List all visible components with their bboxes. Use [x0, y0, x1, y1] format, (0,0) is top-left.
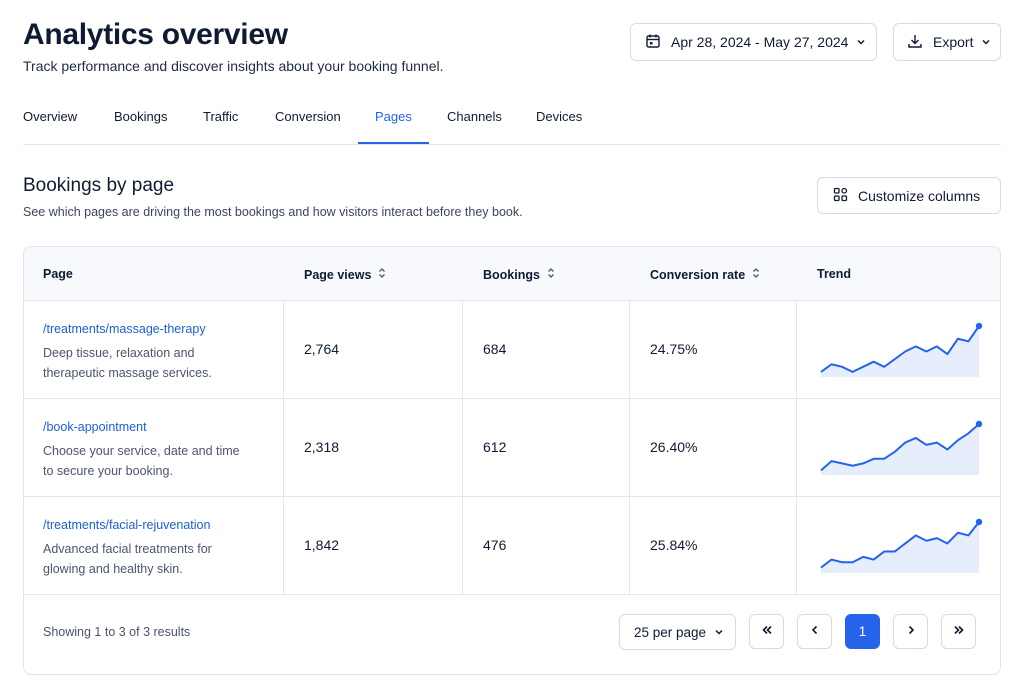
tab-overview[interactable]: Overview	[23, 109, 78, 124]
grid-icon	[833, 187, 848, 205]
first-page-button[interactable]	[749, 614, 784, 649]
chevron-left-icon	[809, 624, 821, 639]
tab-traffic[interactable]: Traffic	[203, 109, 239, 124]
sort-icon	[547, 267, 555, 282]
page-subtitle: Track performance and discover insights …	[23, 58, 444, 74]
page-description: Choose your service, date and time to se…	[43, 444, 240, 478]
tab-bookings[interactable]: Bookings	[114, 109, 168, 124]
table-header: Page Page views Bookings Conversion rate…	[24, 247, 1000, 301]
section-subtitle: See which pages are driving the most boo…	[23, 205, 523, 219]
page-description: Advanced facial treatments for glowing a…	[43, 542, 212, 576]
sparkline-endpoint	[975, 322, 983, 330]
bookings-value: 612	[483, 439, 507, 455]
sparkline-line	[820, 325, 980, 373]
page-views-value: 1,842	[304, 537, 340, 553]
date-range-picker[interactable]: Apr 28, 2024 - May 27, 2024	[630, 23, 877, 61]
table-row: /treatments/facial-rejuvenation Advanced…	[24, 497, 1000, 595]
sparkline-line	[820, 423, 980, 472]
column-header-conversion-rate[interactable]: Conversion rate	[650, 267, 760, 282]
bookings-value: 684	[483, 341, 507, 357]
chevron-down-icon	[981, 34, 991, 50]
active-tab-indicator	[358, 142, 429, 144]
export-label: Export	[933, 34, 974, 50]
page-views-value: 2,764	[304, 341, 340, 357]
chevron-right-icon	[905, 624, 917, 639]
chevron-down-icon	[856, 34, 866, 50]
trend-sparkline	[820, 420, 983, 475]
table-row: /treatments/massage-therapy Deep tissue,…	[24, 301, 1000, 399]
sparkline-endpoint	[975, 420, 983, 428]
section-title: Bookings by page	[23, 175, 175, 196]
conversion-rate-value: 25.84%	[650, 537, 698, 553]
chevron-down-icon	[714, 625, 724, 640]
sparkline-line	[820, 521, 980, 569]
customize-columns-button[interactable]: Customize columns	[817, 177, 1001, 214]
sparkline-area	[821, 326, 979, 377]
tab-channels[interactable]: Channels	[447, 109, 502, 124]
results-summary: Showing 1 to 3 of 3 results	[43, 625, 191, 639]
export-button[interactable]: Export	[893, 23, 1001, 61]
page-link[interactable]: /book-appointment	[43, 420, 147, 434]
date-range-label: Apr 28, 2024 - May 27, 2024	[671, 34, 849, 50]
last-page-button[interactable]	[941, 614, 976, 649]
page-description: Deep tissue, relaxation and therapeutic …	[43, 346, 212, 380]
column-header-page-views[interactable]: Page views	[304, 267, 386, 282]
page-link[interactable]: /treatments/massage-therapy	[43, 322, 206, 336]
table-row: /book-appointment Choose your service, d…	[24, 399, 1000, 497]
sort-icon	[752, 267, 760, 282]
previous-page-button[interactable]	[797, 614, 832, 649]
customize-columns-label: Customize columns	[858, 187, 981, 204]
column-header-page: Page	[43, 267, 73, 281]
page-number-button[interactable]: 1	[845, 614, 880, 649]
tab-devices[interactable]: Devices	[536, 109, 583, 124]
page-views-value: 2,318	[304, 439, 340, 455]
sort-icon	[378, 267, 386, 282]
tab-bar: Overview Bookings Traffic Conversion Pag…	[23, 100, 1001, 145]
page-link[interactable]: /treatments/facial-rejuvenation	[43, 518, 211, 532]
sparkline-area	[821, 424, 979, 475]
chevrons-right-icon	[953, 624, 965, 639]
per-page-select[interactable]: 25 per page	[619, 614, 736, 650]
column-header-trend: Trend	[817, 267, 852, 281]
page-title: Analytics overview	[23, 18, 288, 51]
conversion-rate-value: 24.75%	[650, 341, 698, 357]
bookings-table: Page Page views Bookings Conversion rate…	[23, 246, 1001, 675]
tab-pages[interactable]: Pages	[375, 109, 412, 124]
sparkline-endpoint	[975, 518, 983, 526]
download-icon	[907, 33, 923, 52]
bookings-value: 476	[483, 537, 507, 553]
column-header-bookings[interactable]: Bookings	[483, 267, 555, 282]
chevrons-left-icon	[761, 624, 773, 639]
calendar-icon	[645, 33, 661, 52]
next-page-button[interactable]	[893, 614, 928, 649]
trend-sparkline	[820, 322, 983, 377]
trend-sparkline	[820, 518, 983, 573]
sparkline-area	[821, 522, 979, 573]
tab-conversion[interactable]: Conversion	[275, 109, 341, 124]
conversion-rate-value: 26.40%	[650, 439, 698, 455]
per-page-label: 25 per page	[634, 624, 707, 640]
